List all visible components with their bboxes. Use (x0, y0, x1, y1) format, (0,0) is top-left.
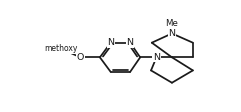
Text: N: N (153, 53, 160, 62)
Text: N: N (168, 29, 175, 38)
Text: methoxy: methoxy (44, 44, 78, 53)
Text: N: N (107, 38, 114, 47)
Text: O: O (77, 53, 84, 62)
Text: N: N (127, 38, 134, 47)
Text: Me: Me (166, 19, 178, 28)
